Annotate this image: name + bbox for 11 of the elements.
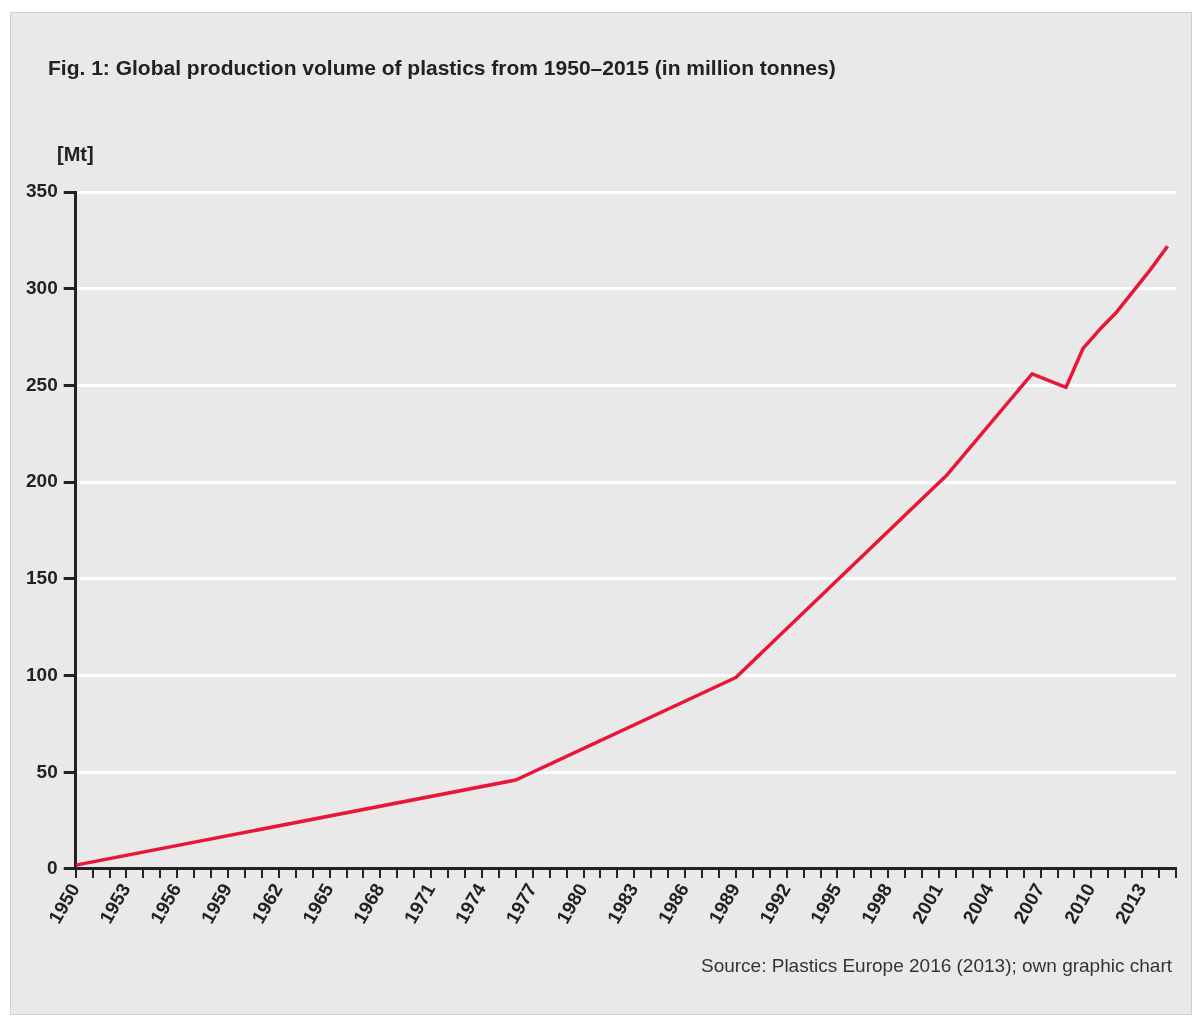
y-tick-label: 300 [26, 276, 58, 298]
y-tick-label: 100 [26, 663, 58, 685]
y-tick-label: 200 [26, 470, 58, 492]
y-tick-label: 350 [26, 180, 58, 202]
y-tick-label: 50 [36, 760, 58, 782]
y-tick-label: 150 [26, 567, 58, 589]
source-note: Source: Plastics Europe 2016 (2013); own graphic chart [700, 955, 1172, 977]
y-tick-label: 250 [26, 373, 58, 395]
y-tick-label: 0 [47, 857, 58, 879]
chart-title: Fig. 1: Global production volume of plastics from 1950–2015 (in million tonnes) [48, 56, 836, 80]
y-axis-title: [Mt] [57, 143, 94, 166]
